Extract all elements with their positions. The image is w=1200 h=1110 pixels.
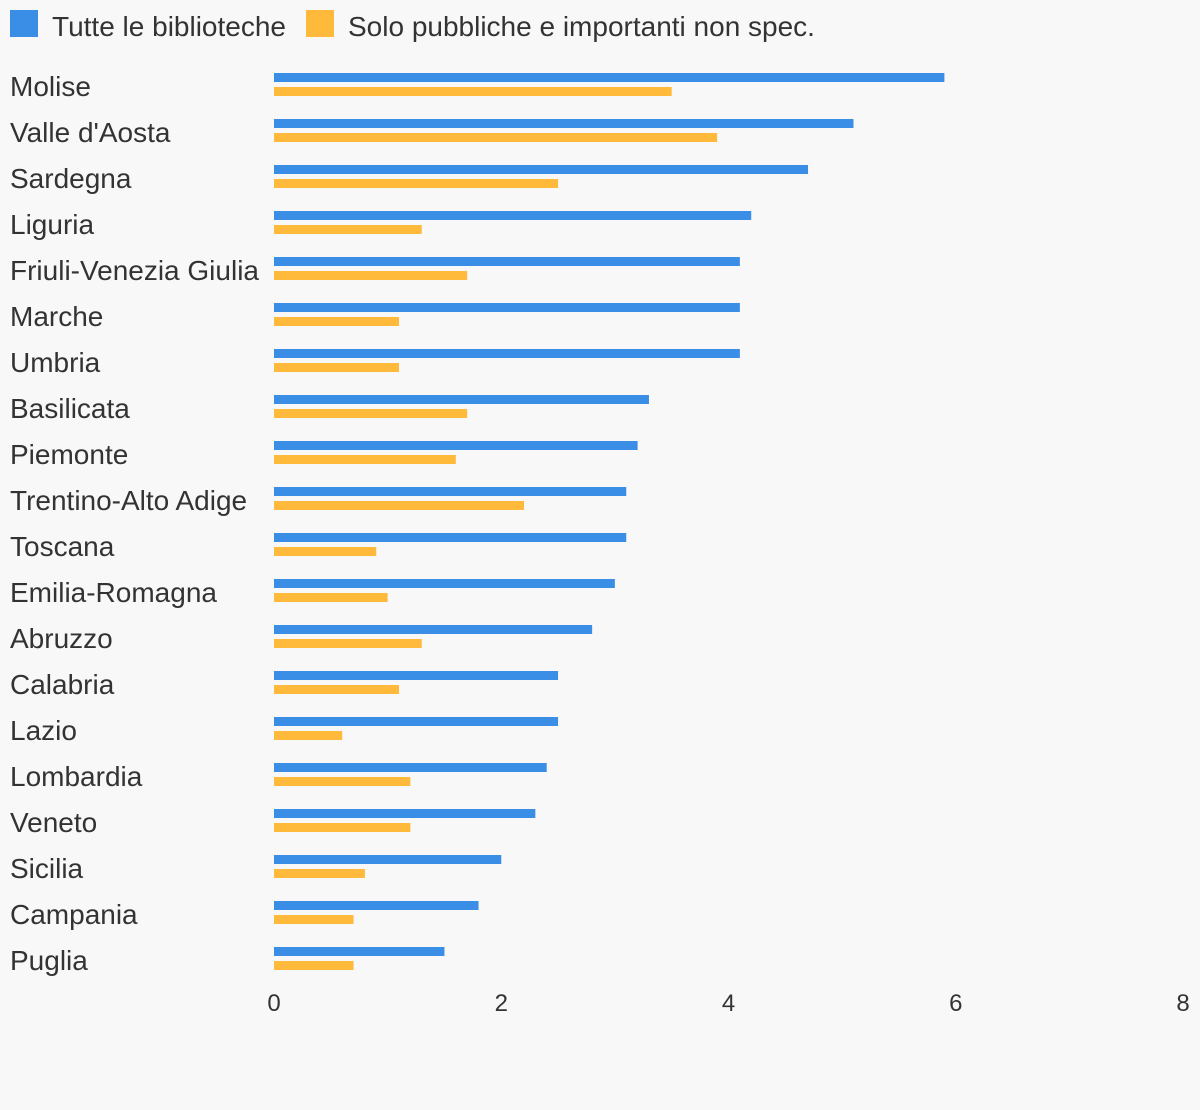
category-label: Lazio bbox=[10, 715, 77, 746]
category-label: Campania bbox=[10, 899, 138, 930]
x-tick-label: 4 bbox=[722, 990, 735, 1017]
x-tick-label: 0 bbox=[267, 990, 280, 1017]
category-label: Marche bbox=[10, 301, 103, 332]
bar-tutte bbox=[274, 165, 809, 174]
bar-pubbliche bbox=[274, 961, 354, 970]
bar-pubbliche bbox=[274, 593, 388, 602]
bar-tutte bbox=[274, 533, 627, 542]
bars bbox=[274, 73, 945, 970]
category-label: Emilia-Romagna bbox=[10, 577, 217, 608]
category-label: Piemonte bbox=[10, 439, 128, 470]
category-label: Lombardia bbox=[10, 761, 143, 792]
legend-label-1: Tutte le biblioteche bbox=[52, 11, 286, 42]
bar-pubbliche bbox=[274, 501, 524, 510]
bar-pubbliche bbox=[274, 363, 399, 372]
bar-tutte bbox=[274, 901, 479, 910]
category-label: Trentino-Alto Adige bbox=[10, 485, 247, 516]
bar-tutte bbox=[274, 625, 593, 634]
bar-tutte bbox=[274, 855, 502, 864]
bar-pubbliche bbox=[274, 869, 365, 878]
category-label: Basilicata bbox=[10, 393, 130, 424]
bar-pubbliche bbox=[274, 179, 559, 188]
bar-tutte bbox=[274, 947, 445, 956]
bar-pubbliche bbox=[274, 639, 422, 648]
bar-tutte bbox=[274, 717, 559, 726]
legend: Tutte le biblioteche Solo pubbliche e imp… bbox=[10, 10, 815, 42]
bar-pubbliche bbox=[274, 225, 422, 234]
category-label: Toscana bbox=[10, 531, 115, 562]
bar-pubbliche bbox=[274, 731, 343, 740]
bar-pubbliche bbox=[274, 133, 718, 142]
bar-tutte bbox=[274, 73, 945, 82]
bar-tutte bbox=[274, 257, 740, 266]
bar-tutte bbox=[274, 395, 649, 404]
category-label: Umbria bbox=[10, 347, 101, 378]
legend-swatch-2 bbox=[306, 10, 334, 37]
category-labels: Molise Valle d'Aosta Sardegna Liguria Friuli… bbox=[10, 71, 259, 976]
x-tick-label: 2 bbox=[495, 990, 508, 1017]
bar-pubbliche bbox=[274, 87, 672, 96]
category-label: Friuli-Venezia Giulia bbox=[10, 255, 259, 286]
category-label: Calabria bbox=[10, 669, 115, 700]
category-label: Sicilia bbox=[10, 853, 84, 884]
bar-tutte bbox=[274, 487, 627, 496]
bar-tutte bbox=[274, 671, 559, 680]
category-label: Liguria bbox=[10, 209, 94, 240]
category-label: Molise bbox=[10, 71, 91, 102]
x-axis: 0 2 4 6 8 bbox=[267, 990, 1189, 1017]
bar-tutte bbox=[274, 303, 740, 312]
bar-tutte bbox=[274, 119, 854, 128]
bar-pubbliche bbox=[274, 409, 468, 418]
bar-pubbliche bbox=[274, 823, 411, 832]
bar-pubbliche bbox=[274, 455, 456, 464]
category-label: Valle d'Aosta bbox=[10, 117, 171, 148]
category-label: Abruzzo bbox=[10, 623, 113, 654]
bar-tutte bbox=[274, 763, 547, 772]
bar-tutte bbox=[274, 441, 638, 450]
category-label: Sardegna bbox=[10, 163, 132, 194]
bar-pubbliche bbox=[274, 685, 399, 694]
x-tick-label: 6 bbox=[949, 990, 962, 1017]
x-tick-label: 8 bbox=[1176, 990, 1189, 1017]
bar-pubbliche bbox=[274, 547, 377, 556]
legend-swatch-1 bbox=[10, 10, 38, 37]
bar-tutte bbox=[274, 809, 536, 818]
bar-pubbliche bbox=[274, 915, 354, 924]
bar-pubbliche bbox=[274, 777, 411, 786]
category-label: Veneto bbox=[10, 807, 97, 838]
bar-tutte bbox=[274, 349, 740, 358]
bar-pubbliche bbox=[274, 271, 468, 280]
category-label: Puglia bbox=[10, 945, 88, 976]
bar-pubbliche bbox=[274, 317, 399, 326]
legend-label-2: Solo pubbliche e importanti non spec. bbox=[348, 11, 815, 42]
bar-tutte bbox=[274, 579, 615, 588]
bar-tutte bbox=[274, 211, 752, 220]
